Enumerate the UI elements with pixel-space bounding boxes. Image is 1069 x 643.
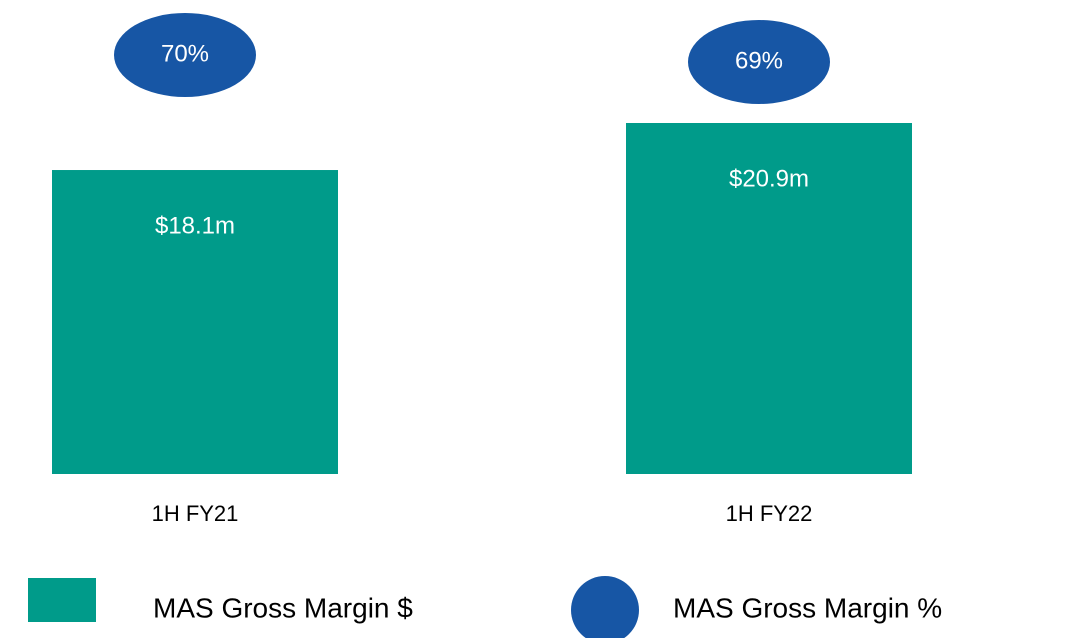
margin-ellipse bbox=[688, 20, 830, 104]
bar bbox=[626, 123, 912, 474]
bar-value-label: $20.9m bbox=[729, 165, 809, 192]
ellipse-value-label: 69% bbox=[735, 47, 783, 74]
legend-swatch bbox=[571, 576, 639, 643]
legend-label: MAS Gross Margin % bbox=[673, 592, 942, 623]
bar bbox=[52, 170, 338, 474]
legend-label: MAS Gross Margin $ bbox=[153, 592, 413, 623]
ellipse-value-label: 70% bbox=[161, 40, 209, 67]
margin-ellipse bbox=[114, 13, 256, 97]
legend-swatch bbox=[28, 578, 96, 622]
bar-value-label: $18.1m bbox=[155, 212, 235, 239]
x-tick-label: 1H FY22 bbox=[726, 501, 813, 526]
x-tick-label: 1H FY21 bbox=[152, 501, 239, 526]
